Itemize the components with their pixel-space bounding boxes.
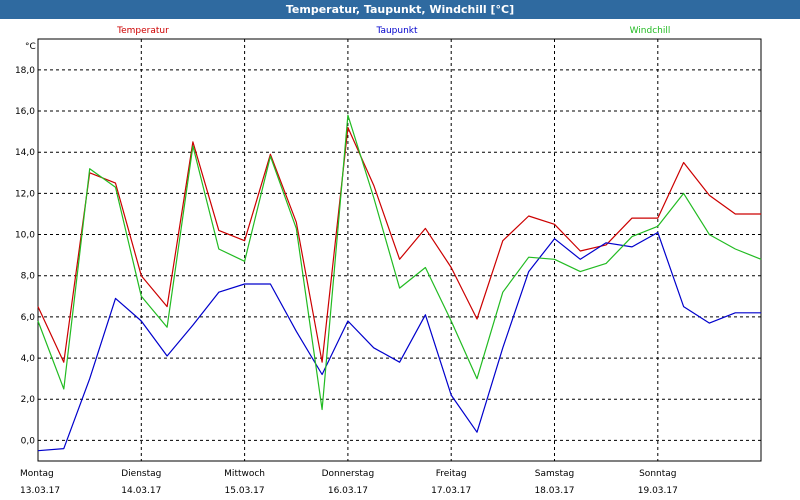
y-tick-label: 14,0 bbox=[15, 148, 35, 158]
x-tick-day-label: Sonntag bbox=[639, 469, 676, 479]
x-tick-date-label: 13.03.17 bbox=[20, 486, 60, 496]
x-tick-date-label: 16.03.17 bbox=[328, 486, 368, 496]
plot-area-frame bbox=[37, 38, 762, 462]
legend-entry-temperatur: Temperatur bbox=[116, 26, 169, 36]
y-tick-label: 18,0 bbox=[15, 66, 35, 76]
x-tick-day-label: Dienstag bbox=[121, 469, 161, 479]
line-chart: 0,0 2,0 4,0 6,0 8,0 10,0 12,0 14,0 16,0 18,0 Mont… bbox=[15, 26, 762, 496]
y-tick-label: 16,0 bbox=[15, 107, 35, 117]
y-axis-unit-label: °C bbox=[25, 42, 36, 52]
series-layer bbox=[37, 114, 762, 452]
y-tick-label: 12,0 bbox=[15, 189, 35, 199]
y-tick-label: 0,0 bbox=[21, 436, 36, 446]
legend-entry-taupunkt: Taupunkt bbox=[375, 26, 418, 36]
legend: Temperatur Taupunkt Windchill bbox=[116, 26, 670, 36]
grid-layer bbox=[38, 39, 761, 461]
x-axis-ticks: Montag 13.03.17 Dienstag 14.03.17 Mittwoch 15… bbox=[20, 469, 678, 496]
x-tick-day-label: Freitag bbox=[436, 469, 467, 479]
x-tick-date-label: 19.03.17 bbox=[638, 486, 678, 496]
legend-entry-windchill: Windchill bbox=[630, 26, 671, 36]
x-tick-date-label: 15.03.17 bbox=[225, 486, 265, 496]
x-tick-day-label: Montag bbox=[20, 469, 54, 479]
y-tick-label: 4,0 bbox=[21, 354, 36, 364]
x-tick-date-label: 18.03.17 bbox=[534, 486, 574, 496]
y-tick-label: 2,0 bbox=[21, 395, 36, 405]
x-tick-day-label: Samstag bbox=[535, 469, 574, 479]
x-tick-day-label: Donnerstag bbox=[322, 469, 375, 479]
y-tick-label: 8,0 bbox=[21, 272, 36, 282]
y-tick-label: 6,0 bbox=[21, 313, 36, 323]
window-title: Temperatur, Taupunkt, Windchill [°C] bbox=[0, 0, 800, 19]
series-line-windchill bbox=[37, 114, 762, 411]
x-tick-date-label: 17.03.17 bbox=[431, 486, 471, 496]
y-tick-label: 10,0 bbox=[15, 231, 35, 241]
x-tick-day-label: Mittwoch bbox=[224, 469, 265, 479]
x-tick-date-label: 14.03.17 bbox=[121, 486, 161, 496]
series-line-taupunkt bbox=[37, 231, 762, 452]
series-line-temperatur bbox=[37, 126, 762, 363]
y-axis-ticks: 0,0 2,0 4,0 6,0 8,0 10,0 12,0 14,0 16,0 18,0 bbox=[15, 66, 35, 447]
